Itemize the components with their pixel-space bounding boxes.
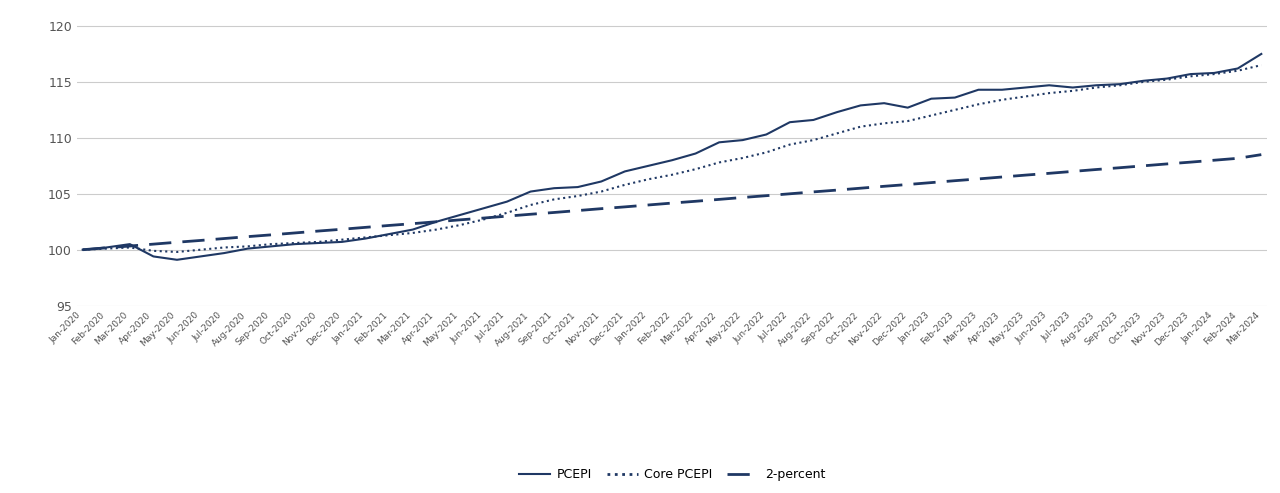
2-percent: [852, 185, 868, 191]
PCEPI: [1230, 66, 1245, 71]
PCEPI: [476, 206, 492, 211]
PCEPI: [169, 257, 184, 263]
PCEPI: [1253, 51, 1268, 57]
Core PCEPI: [947, 107, 963, 113]
Line: PCEPI: PCEPI: [83, 54, 1261, 260]
2-percent: [1253, 152, 1268, 158]
PCEPI: [358, 236, 374, 242]
2-percent: [452, 217, 467, 223]
PCEPI: [76, 247, 91, 253]
2-percent: [924, 179, 940, 185]
2-percent: [429, 219, 444, 225]
Core PCEPI: [877, 120, 892, 126]
Core PCEPI: [169, 249, 184, 255]
Core PCEPI: [358, 235, 374, 241]
Core PCEPI: [76, 247, 91, 253]
Line: Core PCEPI: Core PCEPI: [83, 65, 1261, 252]
PCEPI: [452, 212, 467, 218]
PCEPI: [877, 100, 892, 106]
2-percent: [334, 226, 349, 232]
Core PCEPI: [1230, 68, 1245, 73]
Core PCEPI: [452, 222, 467, 228]
Line: 2-percent: 2-percent: [83, 155, 1261, 250]
2-percent: [76, 247, 91, 253]
2-percent: [1230, 155, 1245, 161]
Core PCEPI: [476, 216, 492, 222]
Core PCEPI: [1253, 62, 1268, 68]
Legend: PCEPI, Core PCEPI, 2-percent: PCEPI, Core PCEPI, 2-percent: [513, 463, 831, 486]
PCEPI: [947, 95, 963, 101]
